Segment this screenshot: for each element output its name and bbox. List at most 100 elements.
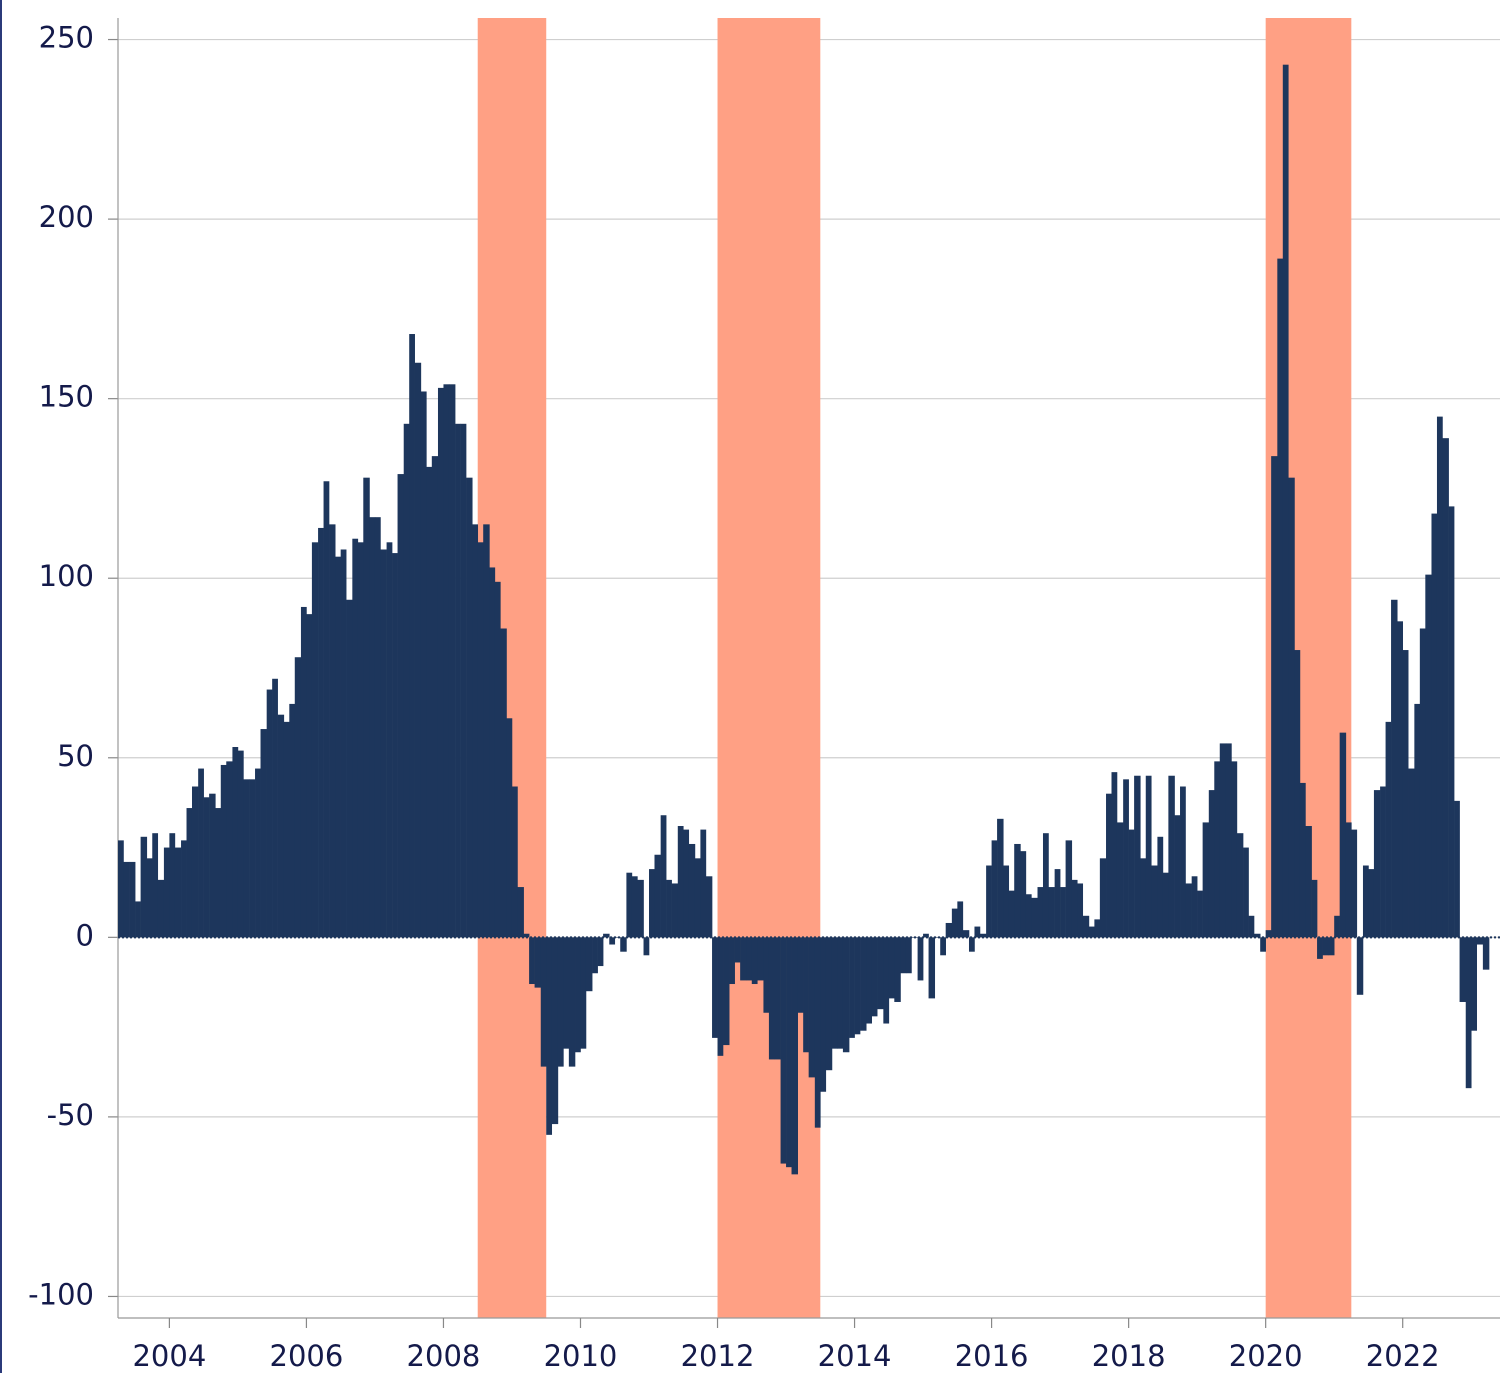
- bar: [1299, 782, 1306, 938]
- bar: [1088, 926, 1095, 938]
- bar: [209, 793, 216, 938]
- bar: [506, 718, 513, 938]
- bar: [215, 808, 222, 938]
- bar: [511, 786, 518, 938]
- bar: [1339, 732, 1347, 938]
- bar: [1311, 879, 1318, 938]
- bar: [403, 423, 410, 938]
- bar: [409, 334, 415, 938]
- bar: [346, 599, 353, 938]
- bar: [203, 797, 210, 938]
- bar: [1037, 887, 1044, 938]
- bar: [551, 937, 559, 1125]
- bar: [563, 937, 570, 1049]
- bar: [997, 818, 1004, 938]
- bar: [157, 879, 165, 938]
- bar: [592, 937, 598, 974]
- bar: [1471, 937, 1478, 1031]
- bar: [740, 937, 747, 981]
- bar: [866, 937, 872, 1024]
- x-tick-label: 2022: [1366, 1339, 1440, 1373]
- bar: [945, 922, 953, 938]
- bar: [1020, 851, 1027, 938]
- bar: [1151, 865, 1158, 938]
- bar: [386, 542, 393, 938]
- bar: [198, 768, 204, 938]
- bar: [894, 937, 901, 1002]
- bar: [1025, 894, 1032, 938]
- bar: [923, 933, 929, 938]
- bar: [1436, 416, 1443, 938]
- bar: [1048, 887, 1055, 938]
- bar: [1402, 650, 1409, 938]
- bar: [791, 937, 798, 1175]
- bar: [1448, 506, 1455, 938]
- bar: [962, 930, 970, 938]
- y-tick-label: -50: [47, 1098, 94, 1132]
- bar: [1288, 477, 1295, 938]
- bar: [1277, 258, 1284, 938]
- bar: [774, 937, 781, 1060]
- bar: [255, 768, 261, 938]
- bar: [1362, 865, 1369, 938]
- bar: [934, 937, 941, 938]
- bar: [455, 423, 461, 938]
- bar: [226, 761, 233, 938]
- bar: [329, 524, 336, 938]
- y-tick-label: -100: [28, 1277, 94, 1311]
- bar: [626, 872, 633, 938]
- bar: [1060, 887, 1066, 938]
- bar: [1134, 775, 1141, 938]
- bar: [1054, 869, 1061, 938]
- bar: [392, 553, 398, 938]
- bar: [140, 836, 148, 938]
- bar: [289, 703, 296, 938]
- bar: [477, 542, 484, 938]
- bar: [825, 937, 833, 1071]
- bar: [489, 567, 496, 938]
- bar: [763, 937, 770, 1013]
- bar: [1197, 890, 1203, 938]
- bar: [1082, 915, 1090, 938]
- bar: [1305, 826, 1312, 938]
- bar: [220, 764, 227, 938]
- bar: [1419, 628, 1426, 938]
- bar: [369, 517, 376, 938]
- bar: [1174, 815, 1181, 938]
- bar: [803, 937, 809, 1053]
- bar: [1157, 836, 1164, 938]
- bar: [705, 876, 713, 938]
- bar: [1368, 869, 1375, 938]
- bar: [363, 477, 370, 938]
- bar: [1236, 833, 1244, 938]
- bar: [1294, 650, 1301, 938]
- bar: [1442, 438, 1449, 938]
- bar: [603, 933, 610, 938]
- bar: [854, 937, 861, 1035]
- x-tick-label: 2014: [818, 1339, 892, 1373]
- bar: [568, 937, 576, 1067]
- bar: [243, 779, 250, 938]
- bar: [1168, 775, 1175, 938]
- bar: [1391, 599, 1398, 938]
- bar: [986, 865, 992, 938]
- bar: [174, 847, 182, 938]
- y-tick-label: 200: [39, 200, 94, 234]
- bar: [1191, 876, 1198, 938]
- bar: [1482, 937, 1490, 970]
- bar: [1260, 937, 1266, 952]
- bar: [820, 937, 827, 1092]
- bar: [1202, 822, 1210, 938]
- bar: [374, 517, 381, 938]
- bar: [900, 937, 907, 974]
- bar: [1265, 930, 1272, 938]
- bar: [1356, 937, 1364, 995]
- bar: [888, 937, 895, 999]
- x-tick-label: 2012: [681, 1339, 755, 1373]
- bar: [940, 937, 946, 956]
- bar: [249, 779, 256, 938]
- bar: [808, 937, 816, 1078]
- bar: [1094, 919, 1101, 938]
- y-tick-label: 0: [76, 918, 94, 952]
